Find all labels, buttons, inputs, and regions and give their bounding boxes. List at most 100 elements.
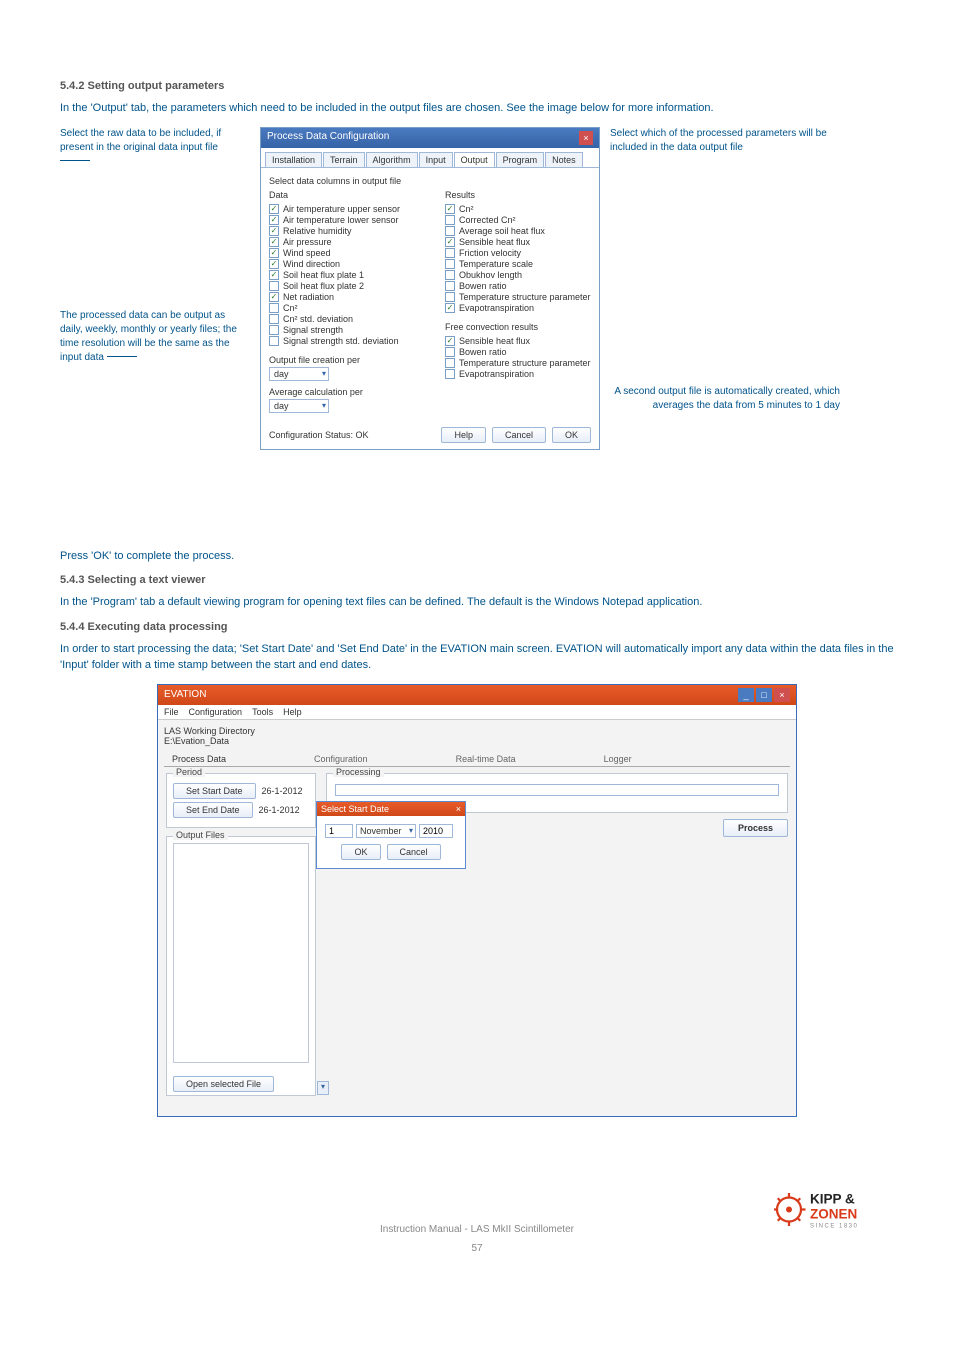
checkbox[interactable]: ✓ xyxy=(445,303,455,313)
menu-file[interactable]: File xyxy=(164,707,179,717)
checkbox[interactable] xyxy=(445,226,455,236)
checkbox-row: Signal strength xyxy=(269,325,415,335)
checkbox[interactable]: ✓ xyxy=(269,248,279,258)
checkbox[interactable] xyxy=(445,270,455,280)
tab-notes[interactable]: Notes xyxy=(545,152,583,167)
checkbox-label: Cn² xyxy=(283,303,298,313)
checkbox[interactable] xyxy=(445,259,455,269)
checkbox[interactable] xyxy=(445,248,455,258)
checkbox[interactable] xyxy=(269,303,279,313)
checkbox[interactable] xyxy=(445,347,455,357)
day-input[interactable] xyxy=(325,824,353,838)
dialog-footer: Configuration Status: OK Help Cancel OK xyxy=(261,421,599,449)
checkbox[interactable] xyxy=(445,215,455,225)
checkbox-label: Bowen ratio xyxy=(459,347,507,357)
body-text: In order to start processing the data; '… xyxy=(60,641,894,674)
checkbox[interactable] xyxy=(445,369,455,379)
checkbox-row: ✓Air temperature upper sensor xyxy=(269,204,415,214)
tab-input[interactable]: Input xyxy=(419,152,453,167)
checkbox[interactable] xyxy=(269,281,279,291)
avg-per-select[interactable]: day xyxy=(269,399,329,413)
year-input[interactable] xyxy=(419,824,453,838)
month-select[interactable]: November xyxy=(356,824,416,838)
column-header: Results xyxy=(445,190,591,200)
free-conv-header: Free convection results xyxy=(445,322,591,332)
checkbox-row: Obukhov length xyxy=(445,270,591,280)
dialog-body: Select data columns in output file Data … xyxy=(261,168,599,421)
checkbox[interactable]: ✓ xyxy=(269,226,279,236)
kipp-zonen-logo: KIPP & ZONEN SINCE 1830 xyxy=(774,1187,894,1235)
output-per-select[interactable]: day xyxy=(269,367,329,381)
tab-output[interactable]: Output xyxy=(454,152,495,167)
results-column: Results ✓Cn²Corrected Cn²Average soil he… xyxy=(445,190,591,413)
tab-terrain[interactable]: Terrain xyxy=(323,152,365,167)
file-list[interactable] xyxy=(173,843,309,1063)
callout-second-output: A second output file is automatically cr… xyxy=(610,385,840,413)
menu-bar: File Configuration Tools Help xyxy=(158,705,796,720)
checkbox[interactable]: ✓ xyxy=(269,292,279,302)
menu-configuration[interactable]: Configuration xyxy=(189,707,243,717)
ok-button[interactable]: OK xyxy=(341,844,380,860)
checkbox[interactable]: ✓ xyxy=(269,259,279,269)
tab-real-time-data[interactable]: Real-time Data xyxy=(452,752,520,766)
close-icon[interactable]: × xyxy=(456,804,461,814)
callout-processed-params: Select which of the processed parameters… xyxy=(610,127,840,155)
config-diagram: Select the raw data to be included, if p… xyxy=(60,127,894,533)
checkbox[interactable] xyxy=(445,358,455,368)
checkbox-row: Temperature scale xyxy=(445,259,591,269)
open-selected-file-button[interactable]: Open selected File xyxy=(173,1076,274,1092)
group-title: Period xyxy=(173,767,205,777)
tab-logger[interactable]: Logger xyxy=(600,752,636,766)
checkbox-label: Evapotranspiration xyxy=(459,303,534,313)
checkbox-label: Sensible heat flux xyxy=(459,237,530,247)
set-end-date-button[interactable]: Set End Date xyxy=(173,802,253,818)
cancel-button[interactable]: Cancel xyxy=(387,844,441,860)
checkbox-label: Soil heat flux plate 1 xyxy=(283,270,364,280)
config-status: Configuration Status: OK xyxy=(269,430,369,440)
tab-installation[interactable]: Installation xyxy=(265,152,322,167)
menu-tools[interactable]: Tools xyxy=(252,707,273,717)
callout-text: A second output file is automatically cr… xyxy=(614,386,840,411)
column-header: Data xyxy=(269,190,415,200)
checkbox-label: Air pressure xyxy=(283,237,332,247)
checkbox[interactable]: ✓ xyxy=(445,237,455,247)
checkbox-row: ✓Net radiation xyxy=(269,292,415,302)
checkbox[interactable]: ✓ xyxy=(269,270,279,280)
date-fields: November xyxy=(325,824,457,838)
press-ok-text: Press 'OK' to complete the process. xyxy=(60,548,894,565)
set-start-date-button[interactable]: Set Start Date xyxy=(173,783,256,799)
help-button[interactable]: Help xyxy=(441,427,486,443)
left-panel: Period Set Start Date 26-1-2012 Set End … xyxy=(166,773,316,1104)
checkbox[interactable]: ✓ xyxy=(269,237,279,247)
checkbox[interactable]: ✓ xyxy=(269,204,279,214)
cancel-button[interactable]: Cancel xyxy=(492,427,546,443)
progress-bar xyxy=(335,784,779,796)
checkbox-row: Friction velocity xyxy=(445,248,591,258)
checkbox[interactable]: ✓ xyxy=(445,204,455,214)
ok-button[interactable]: OK xyxy=(552,427,591,443)
checkbox[interactable]: ✓ xyxy=(445,336,455,346)
checkbox[interactable] xyxy=(445,292,455,302)
menu-help[interactable]: Help xyxy=(283,707,302,717)
checkbox[interactable] xyxy=(445,281,455,291)
dialog-screenshot: Process Data Configuration × Installatio… xyxy=(260,127,600,450)
maximize-icon[interactable]: □ xyxy=(756,688,772,702)
checkbox[interactable] xyxy=(269,336,279,346)
checkbox-row: ✓ Sensible heat flux xyxy=(445,237,591,247)
tab-configuration[interactable]: Configuration xyxy=(310,752,372,766)
section-heading: 5.4.2 Setting output parameters xyxy=(60,80,894,92)
minimize-icon[interactable]: _ xyxy=(738,688,754,702)
tab-process-data[interactable]: Process Data xyxy=(168,752,230,766)
checkbox[interactable] xyxy=(269,325,279,335)
scroll-down-icon[interactable]: ▾ xyxy=(317,1081,329,1095)
checkbox-row: ✓Air temperature lower sensor xyxy=(269,215,415,225)
tab-program[interactable]: Program xyxy=(496,152,545,167)
close-icon[interactable]: × xyxy=(774,688,790,702)
evation-tabs: Process Data Configuration Real-time Data L… xyxy=(164,752,790,767)
tab-algorithm[interactable]: Algorithm xyxy=(366,152,418,167)
checkbox[interactable]: ✓ xyxy=(269,215,279,225)
checkbox[interactable] xyxy=(269,314,279,324)
checkbox-label: Obukhov length xyxy=(459,270,522,280)
checkbox-row: ✓Wind speed xyxy=(269,248,415,258)
close-icon[interactable]: × xyxy=(579,131,593,145)
